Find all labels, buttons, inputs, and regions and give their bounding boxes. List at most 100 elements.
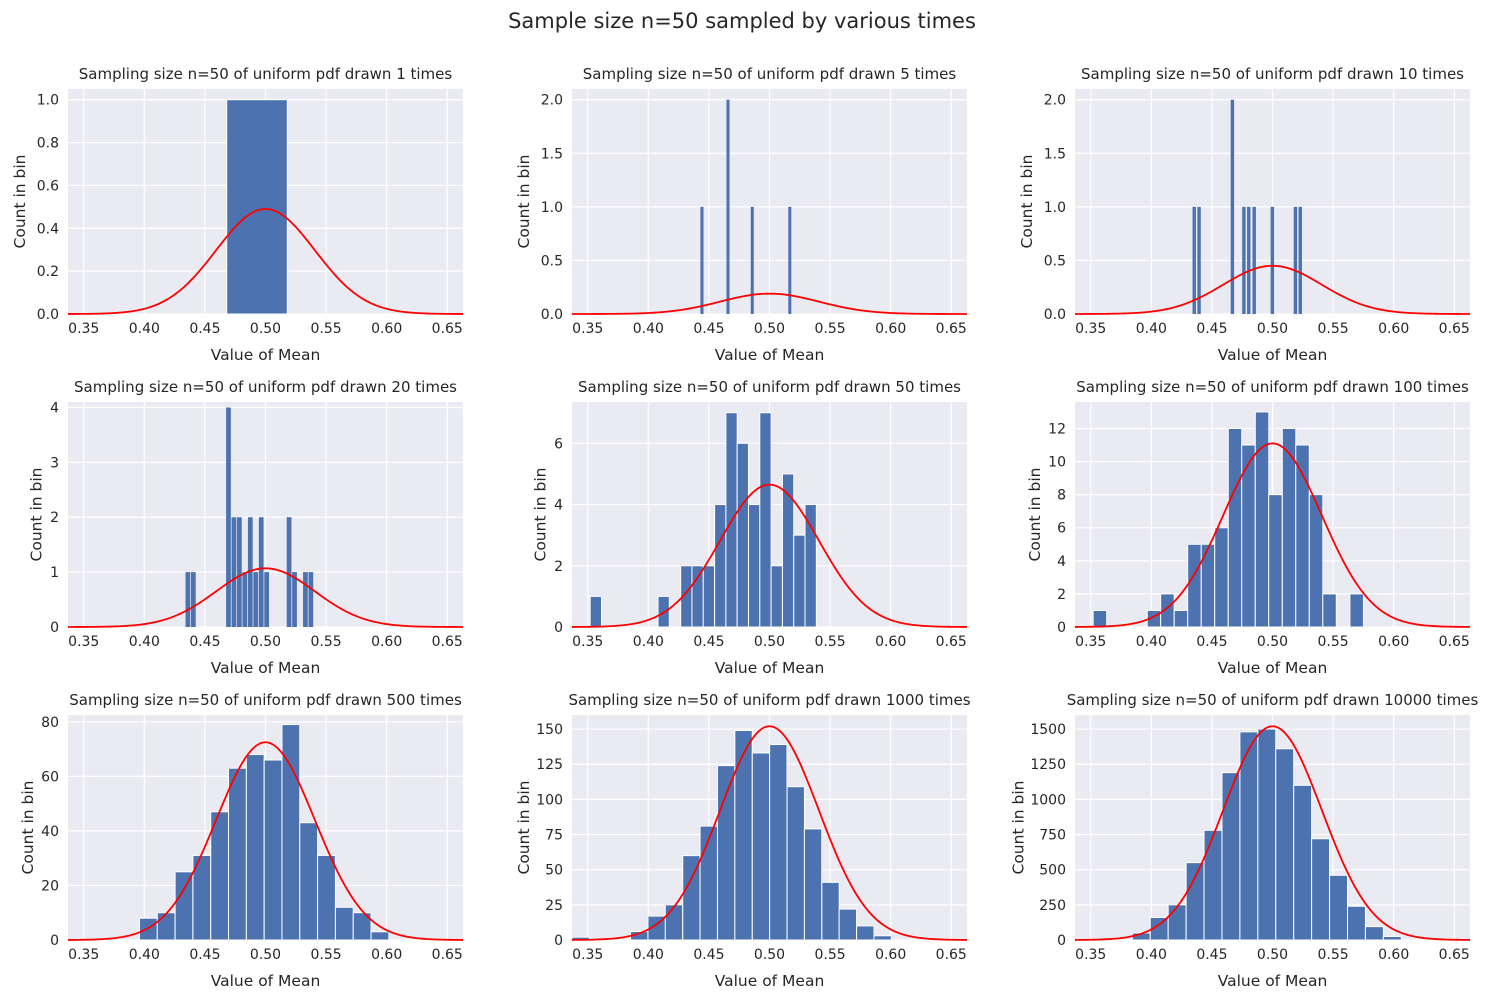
x-tick-label: 0.60: [371, 634, 402, 650]
x-tick-label: 0.65: [432, 321, 463, 337]
x-tick-label: 0.60: [875, 634, 906, 650]
histogram-bar: [242, 572, 248, 627]
histogram-bar: [1247, 206, 1251, 314]
histogram-bar: [1308, 494, 1324, 628]
histogram-bar: [185, 572, 191, 627]
y-tick-label: 80: [41, 715, 59, 731]
x-tick-label: 0.55: [1317, 947, 1348, 963]
x-tick-label: 0.50: [1257, 947, 1288, 963]
histogram-bar: [803, 828, 823, 941]
histogram-bar: [299, 822, 319, 941]
x-tick-label: 0.55: [814, 634, 845, 650]
histogram-bar: [717, 765, 736, 941]
histogram-bar: [664, 904, 684, 941]
histogram-bar: [1203, 829, 1223, 941]
x-tick-label: 0.45: [189, 321, 220, 337]
subplot-title: Sampling size n=50 of uniform pdf drawn …: [74, 378, 457, 396]
histogram-bar: [245, 754, 265, 941]
y-axis-label: Count in bin: [1009, 781, 1027, 875]
y-tick-label: 0.0: [541, 307, 563, 323]
histogram-bar: [1227, 427, 1243, 628]
histogram-bar: [770, 565, 783, 628]
x-tick-label: 0.45: [693, 634, 724, 650]
histogram-bar: [138, 917, 158, 941]
histogram-bar: [1293, 784, 1313, 941]
histogram-bar: [1214, 527, 1229, 628]
x-tick-label: 0.45: [693, 947, 724, 963]
normal-pdf-curve: [67, 741, 464, 941]
histogram-bar: [370, 931, 390, 941]
histogram-bar: [286, 517, 292, 627]
subplot-1: 0.35 0.40 0.45 0.50 0.55 0.60 0.65 0.0 0.2 0.4 0.6…: [11, 65, 463, 364]
histogram-bar: [1347, 905, 1366, 941]
y-tick-label: 1.5: [541, 146, 563, 162]
histogram-bar: [258, 517, 264, 627]
y-tick-label: 0.5: [541, 253, 563, 269]
histogram-bar: [264, 572, 270, 627]
y-tick-label: 1.0: [37, 93, 59, 109]
histogram-bar: [253, 572, 259, 627]
y-tick-label: 150: [536, 722, 563, 738]
histogram-bar: [1192, 206, 1196, 314]
histogram-bar: [237, 517, 242, 627]
subplot-4: 0.35 0.40 0.45 0.50 0.55 0.60 0.65 0 1 2 3 4 Samplin…: [28, 378, 463, 677]
x-tick-label: 0.55: [310, 947, 341, 963]
histogram-bar: [352, 912, 372, 941]
y-tick-label: 1.0: [1044, 200, 1066, 216]
normal-pdf-curve: [571, 725, 968, 941]
histogram-bar: [781, 473, 795, 628]
x-tick-label: 0.55: [814, 321, 845, 337]
y-tick-label: 50: [545, 863, 563, 879]
x-tick-label: 0.35: [68, 321, 99, 337]
histogram-bar: [1293, 206, 1298, 314]
x-tick-label: 0.45: [189, 634, 220, 650]
x-tick-label: 0.35: [68, 634, 99, 650]
x-tick-label: 0.55: [310, 634, 341, 650]
y-tick-label: 125: [536, 757, 563, 773]
subplot-title: Sampling size n=50 of uniform pdf drawn …: [568, 691, 970, 709]
x-tick-label: 0.50: [754, 634, 785, 650]
histogram-bar: [873, 935, 892, 941]
y-tick-label: 750: [1039, 828, 1066, 844]
x-tick-label: 0.55: [1317, 321, 1348, 337]
subplot-title: Sampling size n=50 of uniform pdf drawn …: [1067, 691, 1479, 709]
x-tick-label: 0.45: [1196, 321, 1227, 337]
histogram-bar: [190, 572, 196, 627]
histogram-bar: [1295, 444, 1310, 628]
subplot-3: 0.35 0.40 0.45 0.50 0.55 0.60 0.65 0.0 0.5 1.0 1.5…: [1018, 65, 1470, 364]
y-axis-label: Count in bin: [1026, 468, 1044, 562]
histogram-bar: [821, 881, 840, 941]
y-tick-label: 0.2: [37, 264, 59, 280]
figure-suptitle: Sample size n=50 sampled by various time…: [508, 9, 976, 33]
x-tick-label: 0.65: [1439, 321, 1470, 337]
histogram-bar: [682, 855, 701, 941]
y-tick-label: 10: [1048, 455, 1066, 471]
y-tick-label: 100: [536, 792, 563, 808]
subplot-2: 0.35 0.40 0.45 0.50 0.55 0.60 0.65 0.0 0.5 1.0 1.5…: [515, 65, 967, 364]
histogram-bar: [247, 517, 253, 627]
x-tick-label: 0.45: [1196, 634, 1227, 650]
y-tick-label: 6: [1057, 521, 1066, 537]
histogram-bar: [838, 908, 858, 941]
x-tick-label: 0.60: [1378, 321, 1409, 337]
y-tick-label: 6: [554, 436, 563, 452]
x-tick-label: 0.50: [754, 947, 785, 963]
histogram-bar: [1252, 206, 1256, 314]
y-tick-label: 20: [41, 878, 59, 894]
histogram-bar: [1221, 772, 1241, 941]
x-tick-label: 0.65: [936, 947, 967, 963]
y-tick-label: 1.0: [541, 200, 563, 216]
x-tick-label: 0.65: [1439, 947, 1470, 963]
x-axis-label: Value of Mean: [1218, 659, 1328, 677]
y-tick-label: 2: [50, 510, 59, 526]
x-tick-label: 0.50: [1257, 634, 1288, 650]
y-tick-label: 1: [50, 565, 59, 581]
y-tick-label: 0.5: [1044, 253, 1066, 269]
y-axis-label: Count in bin: [28, 468, 46, 562]
x-tick-label: 0.55: [310, 321, 341, 337]
histogram-bar: [1364, 926, 1384, 941]
histogram-bar: [1382, 935, 1402, 941]
y-tick-label: 12: [1048, 421, 1066, 437]
subplot-title: Sampling size n=50 of uniform pdf drawn …: [578, 378, 961, 396]
histogram-bar: [1275, 748, 1295, 941]
